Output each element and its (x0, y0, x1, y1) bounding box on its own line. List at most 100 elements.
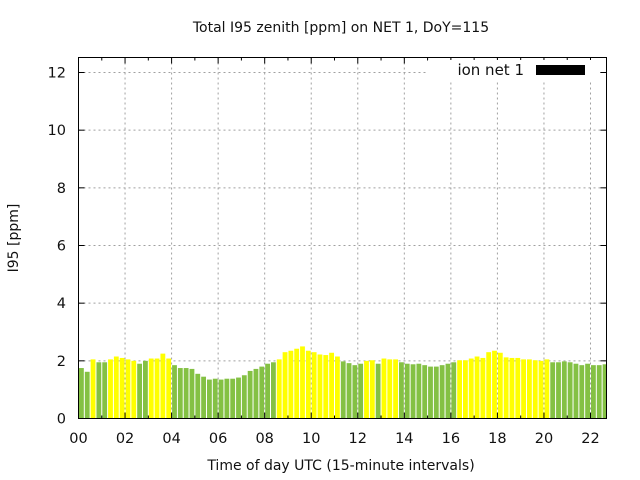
bar (247, 370, 253, 419)
bar (567, 362, 573, 419)
bar (369, 360, 375, 419)
bar (346, 363, 352, 419)
bar (201, 376, 206, 419)
bar (300, 346, 305, 419)
bar (323, 355, 329, 419)
y-tick-label: 8 (57, 181, 66, 197)
y-tick-label: 2 (57, 354, 66, 370)
bar (532, 360, 538, 419)
y-tick-label: 10 (48, 123, 66, 139)
bar (433, 366, 439, 419)
bar (538, 360, 544, 419)
bar (84, 371, 90, 419)
bar (125, 359, 131, 419)
y-tick-label: 4 (57, 296, 66, 312)
y-tick-label: 12 (48, 66, 66, 82)
bar (375, 363, 381, 419)
bar (451, 362, 457, 419)
bar (271, 362, 276, 419)
bar (439, 365, 445, 419)
bar (527, 359, 532, 419)
bar (521, 359, 526, 419)
bar (329, 352, 334, 419)
x-tick-label: 02 (116, 431, 134, 447)
bar (381, 358, 387, 419)
bar (253, 368, 259, 419)
bar (177, 368, 183, 419)
y-tick-label: 6 (57, 239, 66, 255)
bar (550, 362, 556, 419)
bar (544, 359, 550, 419)
x-tick-label: 04 (162, 431, 180, 447)
bars (79, 346, 607, 419)
bar (480, 357, 486, 419)
bar (79, 368, 84, 419)
bar (241, 375, 247, 419)
bar (393, 359, 398, 419)
bar (154, 358, 160, 419)
bar (602, 364, 607, 419)
bar (364, 360, 369, 419)
bar (137, 363, 142, 419)
x-axis-label: Time of day UTC (15-minute intervals) (206, 458, 474, 474)
bar (119, 357, 125, 419)
bar (474, 356, 480, 419)
bar (282, 352, 288, 419)
bar (311, 352, 317, 419)
grid (78, 57, 607, 419)
bar (509, 357, 515, 419)
bar (236, 377, 241, 419)
bar (294, 348, 300, 419)
bar (259, 366, 265, 419)
x-tick-label: 10 (302, 431, 320, 447)
bar (207, 379, 212, 419)
bar (399, 362, 404, 419)
bar (172, 365, 177, 419)
bar (96, 362, 102, 419)
legend-label: ion net 1 (457, 61, 524, 79)
bar (90, 359, 96, 419)
bar (387, 359, 393, 419)
x-tick-label: 14 (395, 431, 413, 447)
bar (160, 353, 166, 419)
bar (422, 365, 428, 419)
bar (224, 378, 230, 419)
bar (358, 363, 364, 419)
legend: ion net 1 (428, 60, 600, 80)
bar (335, 356, 340, 419)
bar (189, 368, 195, 419)
x-tick-label: 12 (349, 431, 367, 447)
x-tick-label: 20 (535, 431, 553, 447)
bar (416, 363, 422, 419)
x-tick-label: 06 (209, 431, 227, 447)
x-tick-label: 18 (488, 431, 506, 447)
bar (445, 363, 451, 419)
bar (561, 361, 567, 419)
chart-title: Total I95 zenith [ppm] on NET 1, DoY=115 (192, 20, 489, 36)
bar (579, 365, 585, 419)
x-tick-label: 00 (69, 431, 87, 447)
y-tick-label: 0 (57, 412, 66, 428)
bar (340, 361, 346, 419)
bar (166, 358, 172, 419)
y-tick-labels: 0 2 4 6 8 10 12 (48, 66, 66, 428)
legend-swatch (536, 65, 585, 75)
bar (102, 362, 108, 419)
bar (410, 364, 416, 419)
bar (463, 360, 468, 419)
bar (288, 350, 294, 419)
bar (218, 379, 224, 419)
bar (113, 356, 119, 419)
bar (503, 357, 509, 419)
bar (596, 365, 602, 419)
bar (131, 360, 137, 419)
bar (143, 360, 148, 419)
y-axis-label: I95 [ppm] (6, 204, 22, 273)
bar (428, 366, 433, 419)
bar (404, 363, 410, 419)
bar (556, 362, 561, 419)
x-tick-label: 08 (255, 431, 273, 447)
bar (305, 350, 311, 419)
x-tick-label: 22 (581, 431, 599, 447)
